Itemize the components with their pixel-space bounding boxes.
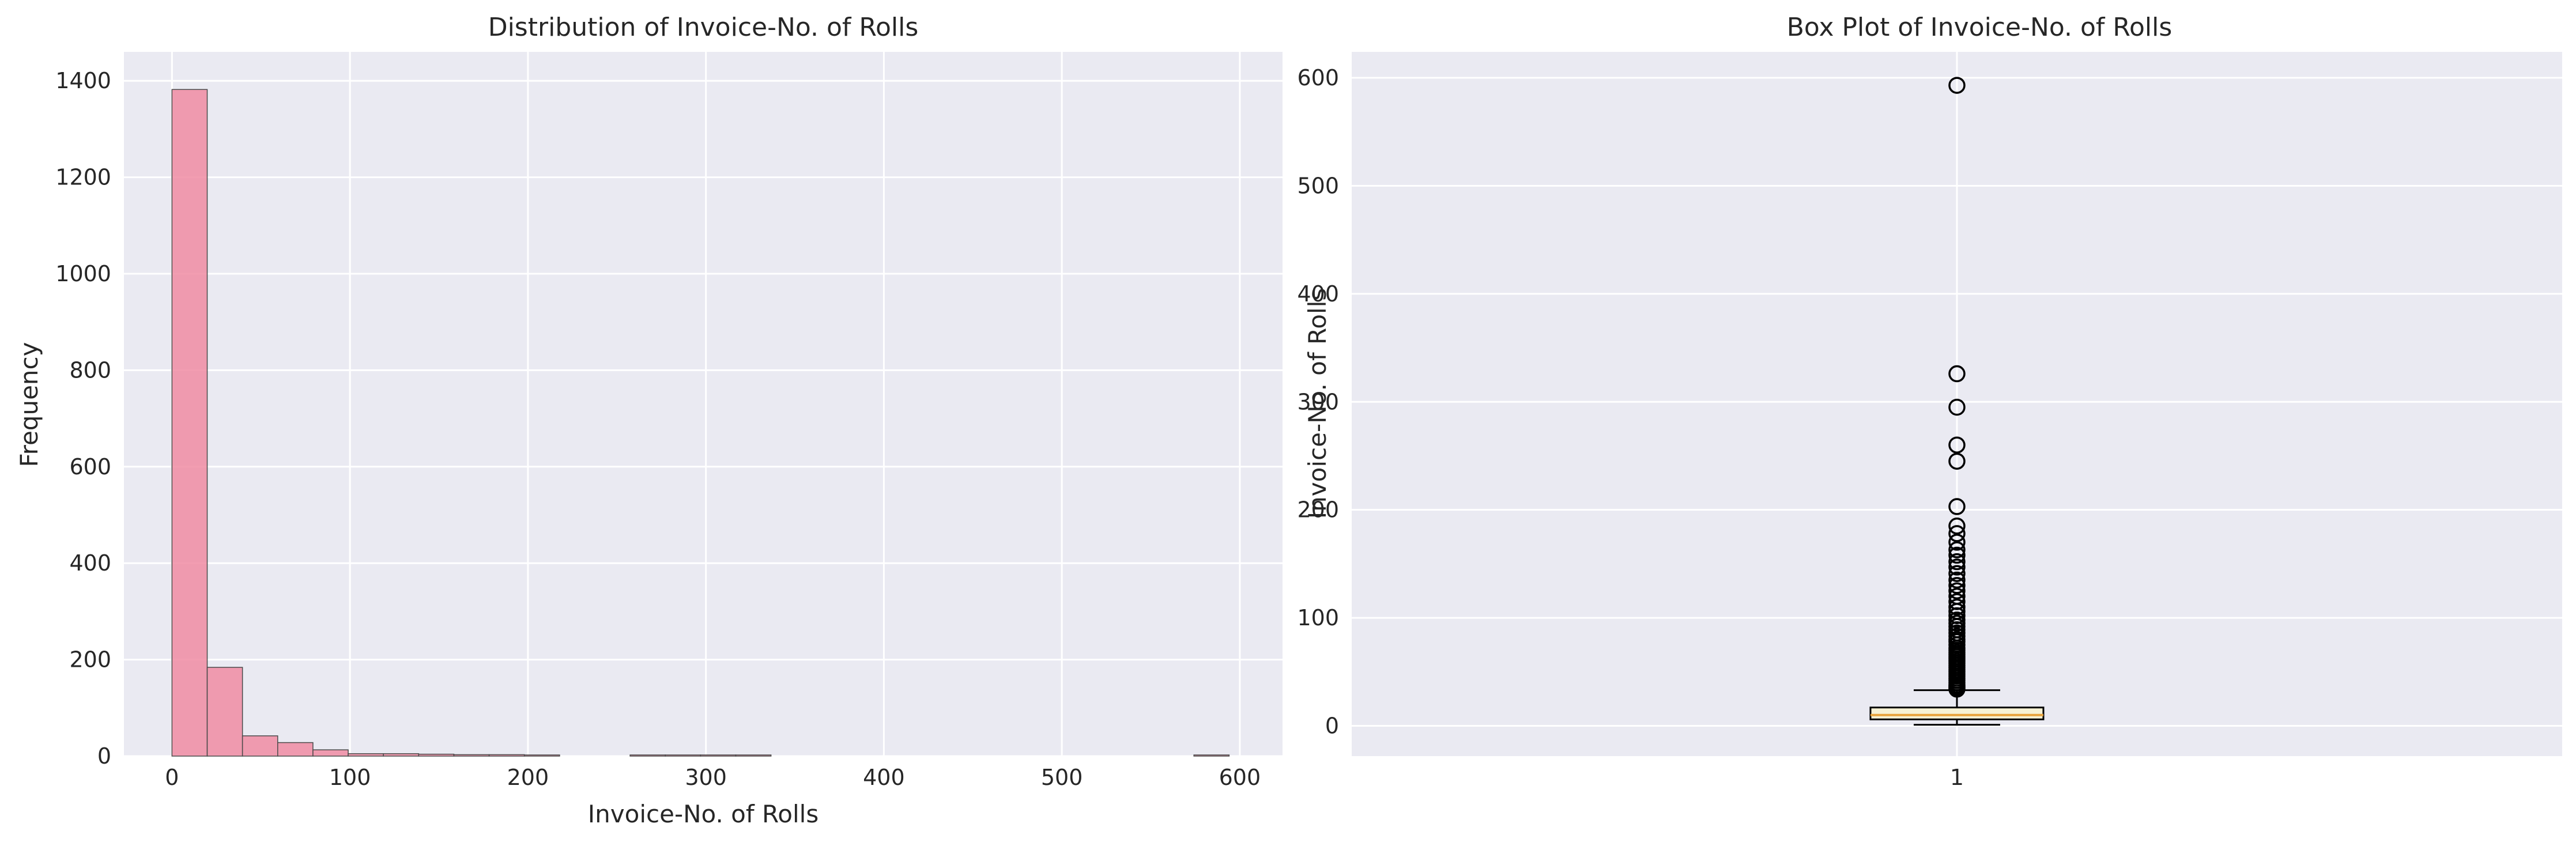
- histogram-bar: [242, 735, 278, 757]
- histogram-y-label: Frequency: [15, 342, 43, 467]
- boxplot-x-ticks: 1: [1950, 765, 1964, 790]
- histogram-bar: [488, 754, 525, 757]
- histogram-bar: [206, 667, 243, 757]
- histogram-panel: 0 100 200 300 400 500 600 0 200 400 600 800 1000 120…: [15, 13, 1283, 828]
- histogram-bar: [171, 89, 208, 757]
- iqr-box: [1869, 707, 2045, 720]
- y-tick-label: 100: [1297, 605, 1339, 630]
- y-tick-label: 200: [1297, 497, 1339, 523]
- y-tick-label: 300: [1297, 389, 1339, 414]
- histogram-bar: [348, 753, 384, 757]
- histogram-bar: [523, 754, 560, 757]
- histogram-bar: [735, 754, 772, 757]
- outlier-point: [1948, 498, 1966, 515]
- outlier-point: [1948, 365, 1966, 383]
- histogram-bar: [277, 742, 314, 757]
- y-tick-label: 0: [97, 743, 111, 769]
- histogram-bar: [383, 753, 420, 757]
- y-tick-label: 600: [1297, 65, 1339, 90]
- outlier-point: [1948, 582, 1966, 599]
- histogram-bar: [418, 753, 455, 757]
- outlier-point: [1948, 452, 1966, 470]
- y-tick-label: 1000: [55, 261, 111, 286]
- histogram-x-label: Invoice-No. of Rolls: [588, 800, 819, 828]
- x-tick-label: 0: [165, 765, 179, 790]
- boxplot-panel: 1 0 100 200 300 400 500 600 Box Plot of Invoic…: [1297, 13, 2562, 790]
- outlier-point: [1948, 553, 1966, 571]
- boxplot-body: [1869, 689, 2045, 726]
- outlier-point: [1948, 436, 1966, 454]
- histogram-bar: [700, 754, 737, 757]
- outlier-point: [1948, 77, 1966, 94]
- y-tick-label: 0: [1325, 713, 1339, 739]
- histogram-bar: [629, 754, 666, 757]
- outlier-point: [1948, 681, 1966, 698]
- x-tick-label: 200: [507, 765, 549, 790]
- outlier-point: [1948, 577, 1966, 594]
- outlier-point: [1948, 534, 1966, 551]
- x-tick-label: 1: [1950, 765, 1964, 790]
- boxplot-y-label: Invoice-No. of Rolls: [1303, 288, 1332, 519]
- outlier-point: [1948, 565, 1966, 583]
- x-tick-label: 500: [1041, 765, 1083, 790]
- boxplot-y-ticks: 0 100 200 300 400 500 600: [1297, 65, 1339, 739]
- y-tick-label: 1200: [55, 165, 111, 190]
- boxplot-gridlines: [1352, 52, 2562, 756]
- y-tick-label: 1400: [55, 68, 111, 93]
- x-tick-label: 300: [685, 765, 727, 790]
- y-tick-label: 500: [1297, 173, 1339, 198]
- outlier-point: [1948, 571, 1966, 589]
- y-tick-label: 400: [1297, 281, 1339, 307]
- histogram-bar: [1193, 754, 1230, 757]
- histogram-bars: [171, 89, 1230, 757]
- histogram-y-ticks: 0 200 400 600 800 1000 1200 1400: [55, 68, 111, 769]
- histogram-bar: [665, 754, 701, 757]
- outlier-point: [1948, 398, 1966, 416]
- y-tick-label: 200: [69, 647, 111, 673]
- outlier-point: [1948, 518, 1966, 535]
- histogram-plot-area: [124, 52, 1283, 756]
- x-tick-label: 100: [329, 765, 371, 790]
- y-tick-label: 600: [69, 454, 111, 479]
- outlier-point: [1948, 525, 1966, 542]
- boxplot-outliers: [1948, 77, 1966, 698]
- outlier-point: [1948, 598, 1966, 616]
- y-tick-label: 400: [69, 550, 111, 576]
- boxplot-title: Box Plot of Invoice-No. of Rolls: [1787, 13, 2173, 42]
- outlier-point: [1948, 558, 1966, 576]
- outlier-point: [1948, 546, 1966, 564]
- histogram-x-ticks: 0 100 200 300 400 500 600: [165, 765, 1261, 790]
- x-tick-label: 600: [1219, 765, 1261, 790]
- histogram-bar: [453, 754, 490, 757]
- y-tick-label: 800: [69, 357, 111, 383]
- x-tick-label: 400: [863, 765, 905, 790]
- histogram-bar: [312, 749, 349, 757]
- histogram-title: Distribution of Invoice-No. of Rolls: [488, 13, 919, 42]
- outlier-point: [1948, 541, 1966, 558]
- histogram-gridlines: [124, 52, 1283, 757]
